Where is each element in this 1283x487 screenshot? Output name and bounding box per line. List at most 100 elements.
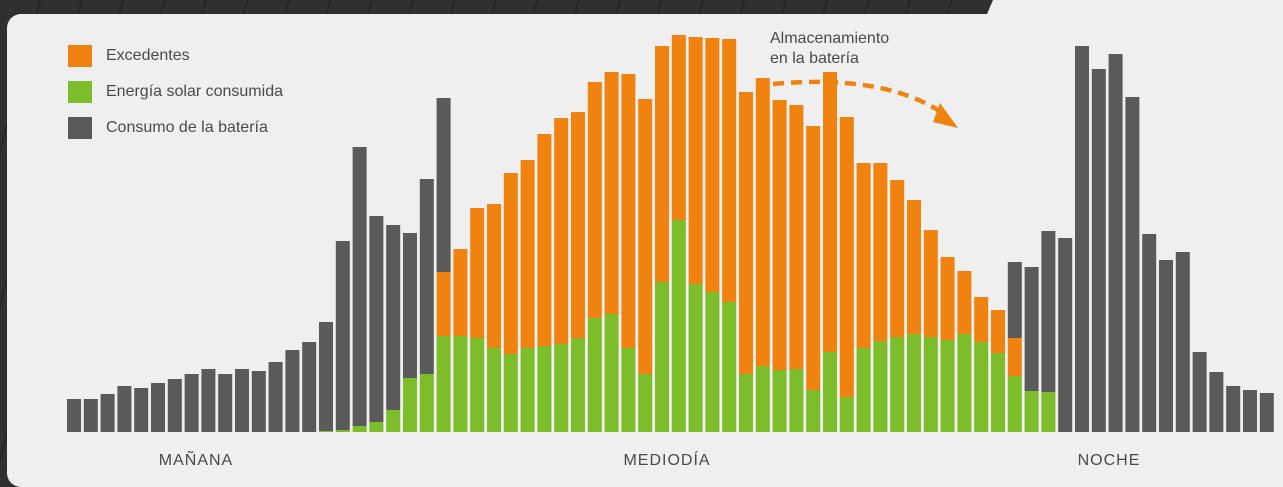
bar-battery-61 — [1091, 69, 1106, 432]
bar-solar-21 — [419, 374, 434, 432]
bar-solar-28 — [537, 346, 552, 432]
bar-battery-21 — [419, 179, 434, 374]
bar-solar-51 — [923, 337, 938, 432]
bar-surplus-56 — [1007, 338, 1022, 376]
bar-battery-66 — [1175, 252, 1190, 432]
arrow-head — [933, 103, 958, 128]
bar-battery-15 — [319, 322, 333, 431]
bar-battery-69 — [1226, 386, 1241, 432]
bar-solar-31 — [587, 318, 602, 432]
bar-solar-26 — [503, 354, 518, 432]
bar-solar-19 — [386, 410, 401, 432]
bar-surplus-24 — [470, 208, 485, 338]
bar-solar-16 — [335, 430, 350, 432]
bar-surplus-50 — [907, 200, 921, 334]
bar-solar-39 — [722, 302, 737, 432]
bar-battery-70 — [1243, 390, 1257, 432]
bar-solar-37 — [688, 284, 703, 432]
bar-surplus-52 — [940, 257, 955, 340]
bar-surplus-22 — [436, 272, 451, 336]
bar-surplus-41 — [755, 78, 770, 366]
bar-surplus-55 — [991, 310, 1005, 353]
bar-solar-55 — [991, 353, 1005, 432]
bar-battery-3 — [117, 386, 132, 432]
bar-battery-6 — [167, 379, 182, 432]
bar-surplus-46 — [839, 117, 854, 397]
battery-storage-arrow — [772, 79, 958, 128]
dashed-arrow-curve — [772, 79, 946, 116]
bar-solar-30 — [571, 338, 585, 432]
x-label-morning: MAÑANA — [158, 452, 234, 469]
bar-surplus-27 — [520, 160, 535, 348]
bar-solar-36 — [671, 220, 686, 432]
bar-battery-68 — [1209, 372, 1224, 432]
legend-item-energia-solar: Energía solar consumida — [68, 74, 283, 110]
bar-battery-5 — [151, 383, 165, 432]
bar-solar-57 — [1024, 391, 1039, 432]
bar-battery-16 — [335, 241, 350, 430]
bars-layer — [67, 35, 1274, 432]
bar-battery-1 — [83, 399, 98, 432]
bar-solar-45 — [823, 352, 837, 432]
x-label-noon: MEDIODÍA — [623, 452, 711, 469]
bar-battery-67 — [1192, 352, 1207, 432]
card-top-notch — [987, 0, 1283, 14]
bar-solar-38 — [705, 292, 720, 432]
bar-solar-44 — [806, 390, 821, 432]
bar-surplus-38 — [705, 38, 720, 292]
bar-surplus-35 — [655, 46, 669, 282]
bar-solar-49 — [890, 337, 905, 432]
bar-surplus-28 — [537, 134, 552, 346]
bar-surplus-48 — [873, 163, 888, 341]
bar-solar-35 — [655, 282, 669, 432]
battery-storage-annotation: Almacenamiento en la batería — [770, 29, 889, 69]
bar-solar-42 — [772, 370, 787, 432]
bar-battery-4 — [134, 388, 149, 432]
bar-surplus-45 — [823, 72, 837, 352]
bar-surplus-47 — [856, 163, 871, 348]
bar-surplus-29 — [554, 118, 569, 344]
bar-solar-29 — [554, 344, 569, 432]
bar-surplus-34 — [638, 99, 653, 374]
bar-battery-56 — [1007, 262, 1022, 338]
annotation-line-1: Almacenamiento — [770, 30, 890, 47]
bar-solar-40 — [739, 374, 753, 432]
bar-battery-71 — [1259, 393, 1274, 432]
bar-solar-52 — [940, 340, 955, 432]
bar-battery-20 — [403, 233, 417, 378]
bar-solar-56 — [1007, 376, 1022, 432]
bar-surplus-44 — [806, 126, 821, 390]
bar-solar-48 — [873, 341, 888, 432]
bar-solar-53 — [957, 334, 972, 432]
bar-surplus-51 — [923, 230, 938, 337]
bar-solar-24 — [470, 338, 485, 432]
bar-surplus-31 — [587, 82, 602, 318]
bar-surplus-37 — [688, 37, 703, 284]
bar-solar-47 — [856, 348, 871, 432]
bar-solar-50 — [907, 334, 921, 432]
bar-surplus-30 — [571, 112, 585, 338]
bar-solar-25 — [487, 348, 501, 432]
bar-surplus-40 — [739, 92, 753, 374]
bar-surplus-53 — [957, 271, 972, 334]
bar-surplus-42 — [772, 100, 787, 370]
bar-battery-11 — [251, 371, 266, 432]
bar-solar-27 — [520, 348, 535, 432]
bar-solar-41 — [755, 366, 770, 432]
bar-battery-9 — [218, 374, 233, 432]
bar-battery-22 — [436, 98, 451, 272]
annotation-line-2: en la batería — [770, 50, 859, 67]
legend-label-energia-solar: Energía solar consumida — [106, 83, 283, 100]
bar-surplus-43 — [789, 105, 804, 369]
bar-surplus-32 — [604, 72, 619, 314]
bar-surplus-33 — [621, 74, 636, 348]
bar-battery-8 — [201, 369, 216, 432]
bar-solar-22 — [436, 336, 451, 432]
legend-label-excedentes: Excedentes — [106, 47, 190, 64]
legend-swatch-excedentes — [68, 45, 92, 67]
bar-battery-7 — [184, 374, 199, 432]
bar-solar-54 — [974, 342, 989, 432]
bar-battery-10 — [235, 369, 249, 432]
legend-label-consumo-bateria: Consumo de la batería — [106, 119, 268, 136]
